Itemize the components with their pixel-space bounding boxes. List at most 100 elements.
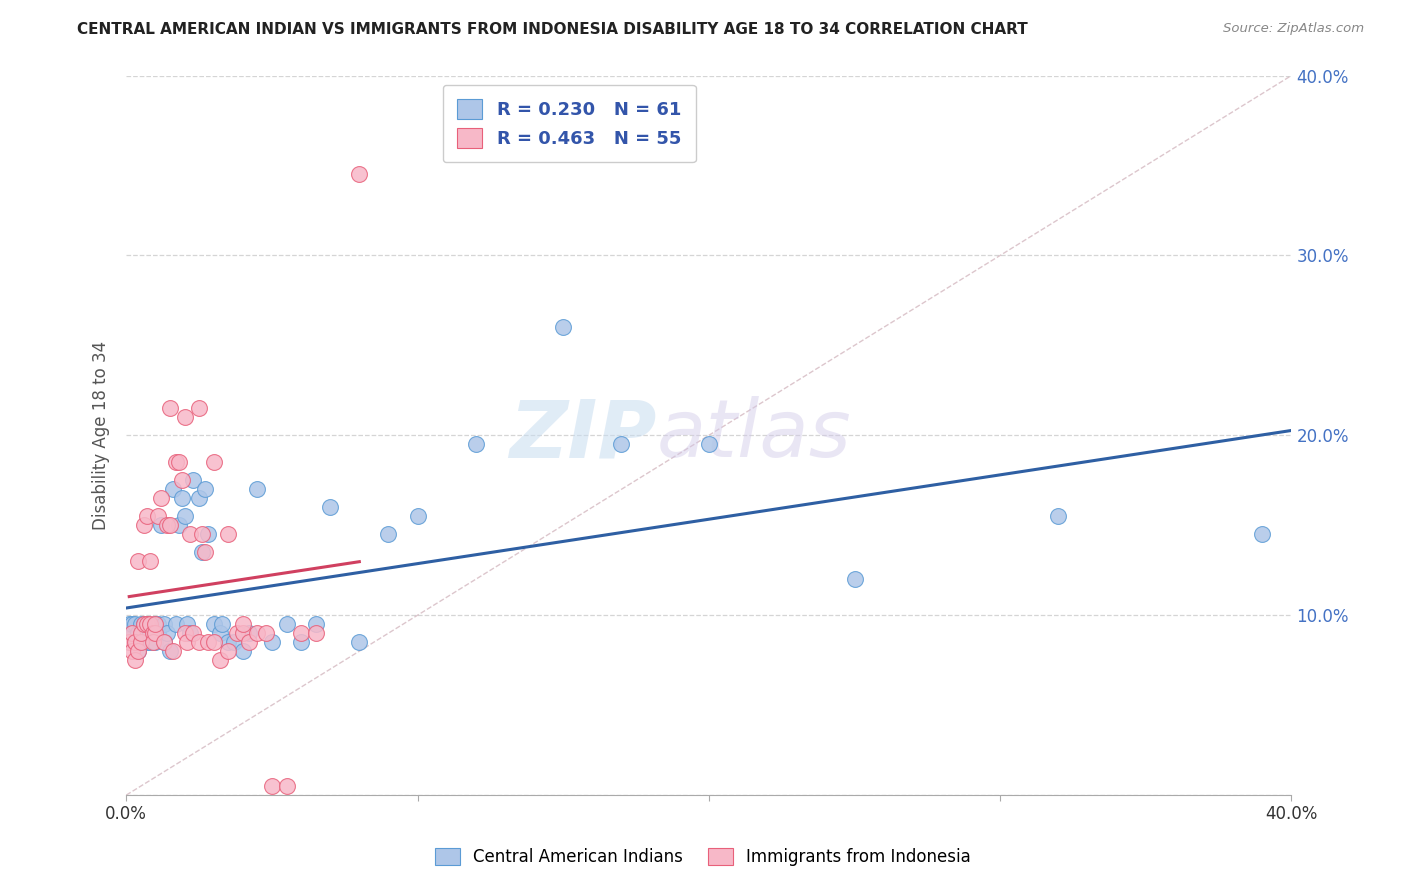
Point (129, 635, 152, 649)
Point (124, 635, 146, 649)
Point (173, 626, 195, 640)
Point (165, 455, 187, 469)
Point (188, 491, 211, 506)
Point (138, 617, 160, 632)
Point (697, 437, 720, 451)
Point (141, 623, 163, 637)
Point (202, 455, 225, 469)
Point (211, 617, 233, 632)
Point (162, 644, 184, 658)
Point (127, 626, 149, 640)
Point (202, 635, 225, 649)
Point (246, 482, 269, 496)
Point (217, 527, 239, 541)
Point (124, 635, 146, 649)
Point (132, 626, 155, 640)
Point (150, 491, 173, 506)
Point (121, 617, 143, 632)
Point (226, 626, 249, 640)
Point (145, 617, 167, 632)
Text: ZIP: ZIP (509, 396, 657, 475)
Point (844, 572, 866, 586)
Point (167, 518, 190, 533)
Point (188, 635, 211, 649)
Point (260, 635, 283, 649)
Point (181, 473, 204, 487)
Point (181, 626, 204, 640)
Point (191, 527, 214, 541)
Point (319, 500, 342, 515)
Text: atlas: atlas (657, 396, 851, 475)
Text: Source: ZipAtlas.com: Source: ZipAtlas.com (1223, 22, 1364, 36)
Point (170, 473, 193, 487)
Point (179, 527, 201, 541)
Point (141, 626, 163, 640)
Point (188, 401, 211, 416)
Point (349, 168, 371, 182)
Point (610, 437, 633, 451)
Point (124, 653, 146, 667)
Point (141, 630, 163, 644)
Point (194, 482, 217, 496)
Point (191, 545, 214, 559)
Point (217, 644, 239, 658)
Point (290, 635, 312, 649)
Point (129, 635, 152, 649)
Point (276, 617, 298, 632)
Point (124, 617, 146, 632)
Point (127, 644, 149, 658)
Point (159, 401, 181, 416)
Point (176, 635, 198, 649)
Point (208, 653, 231, 667)
Point (129, 617, 152, 632)
Point (165, 617, 187, 632)
Point (1251, 527, 1274, 541)
Point (208, 626, 231, 640)
Point (148, 617, 170, 632)
Point (304, 626, 326, 640)
Point (173, 410, 195, 425)
Point (118, 617, 141, 632)
Point (202, 617, 225, 632)
Point (179, 626, 201, 640)
Point (145, 635, 167, 649)
Point (170, 491, 193, 506)
Point (148, 626, 170, 640)
Point (406, 509, 429, 524)
Point (194, 545, 217, 559)
Point (254, 626, 277, 640)
Point (232, 617, 254, 632)
Point (232, 644, 254, 658)
Point (176, 617, 198, 632)
Point (138, 635, 160, 649)
Point (238, 635, 260, 649)
Point (304, 617, 326, 632)
Point (135, 617, 157, 632)
Point (121, 644, 143, 658)
Point (129, 626, 152, 640)
Point (159, 644, 181, 658)
Point (135, 509, 157, 524)
Point (222, 635, 245, 649)
Point (1047, 509, 1070, 524)
Legend: Central American Indians, Immigrants from Indonesia: Central American Indians, Immigrants fro… (426, 840, 980, 875)
Point (217, 635, 239, 649)
Point (162, 482, 184, 496)
Point (132, 518, 155, 533)
Point (127, 554, 149, 568)
Y-axis label: Disability Age 18 to 34: Disability Age 18 to 34 (93, 341, 110, 530)
Point (246, 626, 269, 640)
Point (238, 626, 260, 640)
Point (156, 626, 179, 640)
Point (377, 527, 399, 541)
Point (349, 635, 371, 649)
Point (138, 554, 160, 568)
Point (148, 509, 170, 524)
Point (141, 635, 163, 649)
Point (135, 617, 157, 632)
Point (121, 626, 143, 640)
Point (260, 779, 283, 793)
Point (197, 527, 219, 541)
Point (167, 455, 190, 469)
Point (145, 626, 167, 640)
